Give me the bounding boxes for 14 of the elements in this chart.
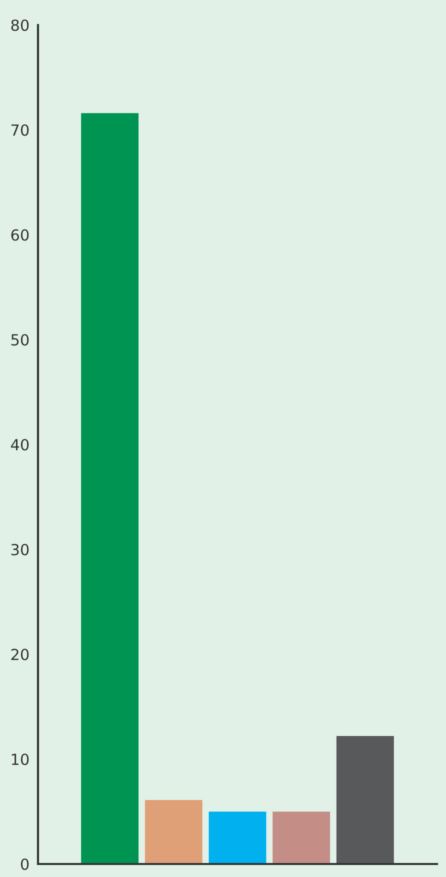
y-tick-label: 20 [11, 648, 29, 660]
y-tick-label: 50 [11, 334, 29, 346]
bar [144, 800, 202, 864]
y-tick-label: 0 [20, 858, 29, 870]
y-tick-label: 30 [11, 544, 29, 556]
bar [336, 736, 394, 864]
y-tick-label: 60 [11, 229, 29, 241]
bar [81, 113, 139, 864]
bar [272, 812, 330, 864]
y-tick-label: 80 [11, 19, 29, 32]
bar [208, 812, 266, 864]
y-tick-label: 40 [10, 438, 29, 451]
y-tick-label: 10 [12, 754, 29, 766]
y-tick-label: 70 [11, 124, 29, 136]
